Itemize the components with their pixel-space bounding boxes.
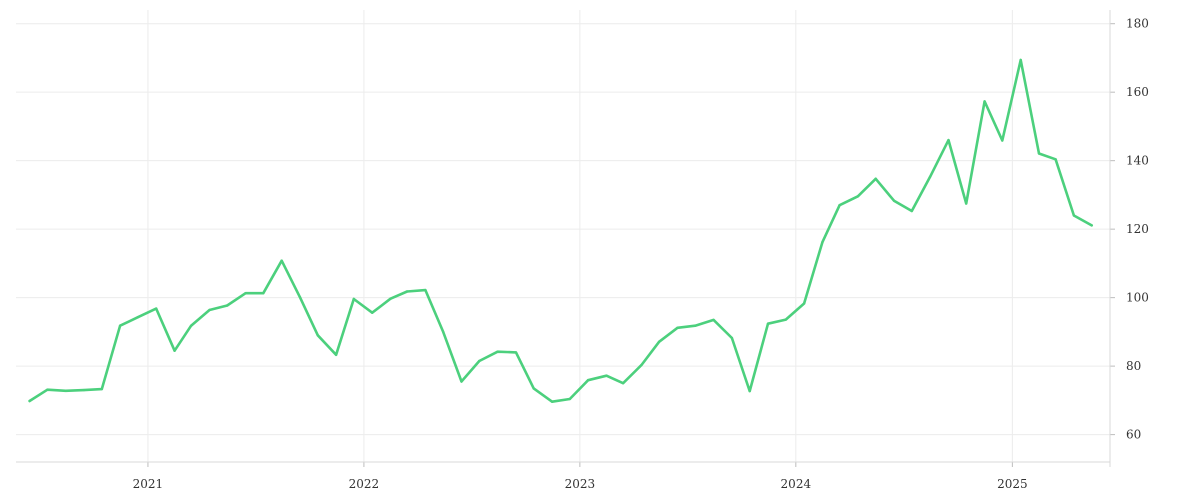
data-point xyxy=(838,204,841,207)
x-tick-label: 2023 xyxy=(565,477,596,491)
axes-layer: 60 80 100 120 140 160 180 2021 2022 2023 2024 2025 xyxy=(16,10,1149,491)
data-point xyxy=(478,359,481,363)
data-point xyxy=(821,241,824,244)
data-point xyxy=(1019,58,1022,62)
data-point xyxy=(442,330,445,334)
data-point xyxy=(784,318,787,321)
grid-layer xyxy=(16,10,1110,462)
data-point xyxy=(389,297,392,300)
data-point xyxy=(730,336,734,340)
y-tick-label: 60 xyxy=(1126,428,1141,442)
data-point xyxy=(46,388,49,391)
data-point xyxy=(226,304,229,307)
data-point xyxy=(262,292,265,295)
data-point xyxy=(118,324,122,327)
data-point xyxy=(640,363,643,367)
data-point xyxy=(316,334,319,337)
data-point xyxy=(82,388,86,392)
data-point xyxy=(173,349,176,352)
data-point xyxy=(621,382,625,385)
y-tick-label: 140 xyxy=(1126,154,1149,168)
data-point xyxy=(676,326,679,329)
data-point xyxy=(244,292,247,295)
data-point xyxy=(1001,139,1004,142)
data-point xyxy=(189,324,193,327)
data-point xyxy=(947,138,950,142)
data-point xyxy=(1054,158,1057,161)
data-point xyxy=(983,100,986,103)
data-point xyxy=(694,324,697,327)
data-point xyxy=(532,387,535,390)
data-point xyxy=(352,297,355,301)
data-point xyxy=(136,316,140,319)
data-point xyxy=(568,397,571,401)
y-tick-label: 160 xyxy=(1126,85,1149,99)
data-point xyxy=(28,399,31,403)
data-point xyxy=(1072,214,1076,217)
data-point xyxy=(100,387,104,391)
x-tick-label: 2024 xyxy=(781,477,812,491)
data-point xyxy=(586,379,590,382)
data-point xyxy=(1037,152,1041,155)
data-point xyxy=(371,311,374,314)
x-tick-label: 2021 xyxy=(133,477,164,491)
data-point xyxy=(892,199,896,202)
data-point xyxy=(874,177,877,180)
data-point xyxy=(712,318,715,322)
data-point xyxy=(208,308,211,312)
data-point xyxy=(514,351,518,354)
y-tick-label: 180 xyxy=(1126,17,1149,31)
data-point xyxy=(910,209,913,213)
data-point xyxy=(802,302,806,305)
y-tick-label: 100 xyxy=(1126,291,1149,305)
data-point xyxy=(965,202,968,205)
data-point xyxy=(280,259,283,262)
data-point xyxy=(298,296,302,299)
x-tick-label: 2022 xyxy=(349,477,380,491)
data-point xyxy=(605,374,608,377)
series-line xyxy=(28,58,1093,403)
data-point xyxy=(496,350,499,353)
data-point xyxy=(766,322,770,325)
data-point xyxy=(64,389,67,392)
y-tick-label: 120 xyxy=(1126,222,1149,236)
y-tick-label: 80 xyxy=(1126,359,1141,373)
data-point xyxy=(748,389,751,393)
data-point xyxy=(155,307,158,310)
data-point xyxy=(1090,224,1093,227)
data-point xyxy=(856,195,860,198)
x-tick-label: 2025 xyxy=(997,477,1028,491)
data-point xyxy=(424,288,427,292)
data-point xyxy=(928,175,932,178)
data-point xyxy=(334,353,338,356)
data-point xyxy=(657,340,661,343)
data-point xyxy=(405,290,409,293)
data-point xyxy=(460,380,463,383)
series-layer xyxy=(28,58,1093,403)
data-point xyxy=(550,400,554,403)
